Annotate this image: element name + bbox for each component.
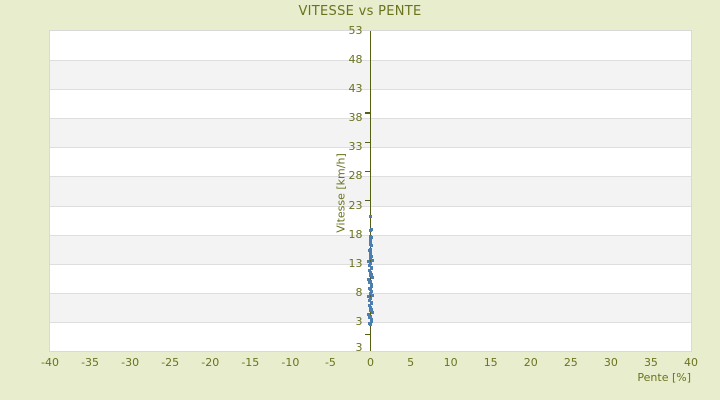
x-tick-label: 20 xyxy=(523,356,538,369)
y-tick-label: 13 xyxy=(348,256,363,270)
x-tick-label: -35 xyxy=(81,356,100,369)
data-point xyxy=(367,277,371,281)
x-tick-label: 30 xyxy=(603,356,618,369)
y-axis-tick xyxy=(365,333,370,336)
y-tick-label: 18 xyxy=(348,227,363,241)
data-point xyxy=(369,255,373,259)
data-point xyxy=(368,298,372,302)
data-point xyxy=(369,262,373,266)
y-axis-bottom-label: 3 xyxy=(355,341,363,354)
data-point xyxy=(369,319,373,323)
x-tick-label: 40 xyxy=(684,356,698,369)
data-point xyxy=(368,241,372,245)
y-axis-tick xyxy=(365,199,370,202)
data-point xyxy=(369,302,373,306)
data-point xyxy=(370,318,374,322)
data-point xyxy=(369,323,372,327)
data-point xyxy=(369,228,373,232)
y-tick-label: 53 xyxy=(348,24,363,37)
data-point xyxy=(368,309,372,313)
data-point xyxy=(369,270,372,274)
y-axis-line xyxy=(369,31,372,351)
data-point xyxy=(368,263,372,267)
x-tick-label: -5 xyxy=(324,356,336,369)
data-point xyxy=(369,307,373,311)
data-point xyxy=(370,311,374,315)
data-point xyxy=(370,258,374,262)
data-point xyxy=(369,253,372,257)
data-point xyxy=(369,272,373,276)
data-point xyxy=(370,300,374,304)
data-point xyxy=(369,279,373,283)
data-point xyxy=(367,321,371,325)
y-tick-label: 28 xyxy=(348,169,363,183)
x-tick-label: 10 xyxy=(443,356,458,369)
chart-title: VITESSE vs PENTE xyxy=(298,4,422,19)
data-point xyxy=(367,286,371,290)
data-point xyxy=(370,265,374,269)
x-tick-label: -30 xyxy=(121,356,140,369)
data-point xyxy=(370,283,374,287)
data-point xyxy=(369,297,373,301)
data-point xyxy=(368,274,372,278)
x-tick-label: -40 xyxy=(41,356,59,369)
x-tick-label: -15 xyxy=(241,356,260,369)
x-tick-label: 5 xyxy=(407,356,415,369)
data-point xyxy=(367,304,371,308)
x-tick-label: 0 xyxy=(367,356,374,369)
y-tick-label: 3 xyxy=(355,314,363,328)
data-point xyxy=(368,316,372,320)
data-point xyxy=(369,247,373,251)
y-axis-tick xyxy=(365,170,370,173)
data-point xyxy=(369,214,372,218)
data-point xyxy=(367,269,371,273)
x-tick-label: -10 xyxy=(281,356,300,369)
x-tick-label: 35 xyxy=(643,356,658,369)
data-point xyxy=(369,267,373,271)
data-point xyxy=(367,260,371,264)
data-point xyxy=(369,284,373,288)
y-tick-label: 8 xyxy=(355,285,363,299)
x-tick-label: 25 xyxy=(563,356,578,369)
data-point xyxy=(369,305,372,309)
y-axis-tick xyxy=(365,141,370,144)
x-tick-label: 15 xyxy=(483,356,498,369)
y-axis-title: Vitesse [km/h] xyxy=(334,153,348,233)
data-point xyxy=(368,291,372,295)
data-point xyxy=(367,295,371,299)
x-tick-label: -25 xyxy=(161,356,180,369)
y-tick-label: 43 xyxy=(348,82,363,96)
data-point xyxy=(367,312,371,316)
data-point xyxy=(370,293,374,297)
x-axis-title: Pente [%] xyxy=(637,371,691,384)
data-point xyxy=(368,256,372,260)
y-tick-label: 48 xyxy=(348,53,363,67)
data-point xyxy=(369,234,373,238)
data-point xyxy=(368,281,372,285)
data-point xyxy=(369,290,373,294)
y-tick-label: 33 xyxy=(348,140,363,154)
y-tick-label: 38 xyxy=(348,111,363,125)
y-axis-tick xyxy=(365,112,370,114)
data-point xyxy=(370,276,374,280)
x-tick-label: -20 xyxy=(201,356,220,369)
y-tick-label: 23 xyxy=(348,198,363,212)
data-point xyxy=(369,314,373,318)
data-point xyxy=(369,288,372,292)
